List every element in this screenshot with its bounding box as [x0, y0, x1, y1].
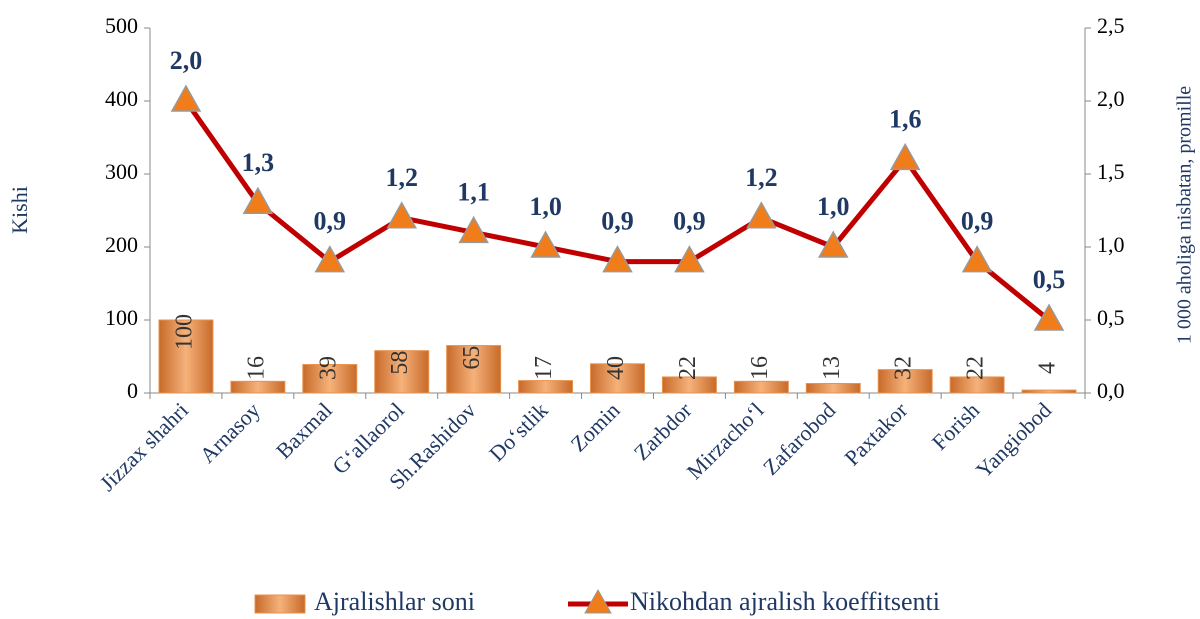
- bar: [590, 363, 645, 394]
- y-tick-label: 300: [105, 159, 138, 184]
- bar: [158, 319, 214, 394]
- bar: [302, 364, 358, 394]
- bar-value-label: 16: [747, 356, 773, 380]
- marker: [314, 245, 346, 273]
- line-value-label: 0,9: [961, 207, 994, 236]
- marker: [458, 215, 489, 244]
- bar: [230, 380, 286, 394]
- x-tick-label: Zarbdor: [629, 397, 697, 465]
- bar: [877, 369, 933, 394]
- line-value-label: 1,1: [457, 177, 490, 206]
- y2-tick-label: 0,5: [1097, 305, 1125, 330]
- bar-value-label: 16: [243, 356, 269, 380]
- line-value-label: 0,9: [314, 207, 347, 236]
- legend-label: Ajralishlar soni: [314, 587, 475, 616]
- bar: [949, 376, 1005, 394]
- y2-tick-label: 1,5: [1097, 159, 1125, 184]
- bar-value-label: 13: [819, 356, 845, 380]
- bar-value-label: 39: [315, 356, 341, 380]
- x-tick-label: Baxmal: [271, 397, 337, 463]
- bar: [733, 380, 789, 394]
- bar-value-label: 22: [675, 356, 701, 380]
- marker: [817, 230, 849, 258]
- y2-tick-label: 2,0: [1097, 86, 1125, 111]
- line-value-label: 1,6: [889, 104, 922, 133]
- marker: [1033, 303, 1065, 331]
- y2-tick-label: 2,5: [1097, 13, 1125, 38]
- x-tick-label: Jizzax shahri: [95, 397, 193, 495]
- x-tick-label: Forish: [927, 397, 984, 454]
- line-value-label: 2,0: [170, 46, 203, 75]
- bar: [518, 380, 574, 394]
- x-tick-label: Zomin: [565, 397, 624, 456]
- bar: [1021, 389, 1077, 394]
- legend-label: Nikohdan ajralish koeffitsenti: [630, 587, 940, 616]
- legend-swatch: [254, 594, 306, 614]
- line-value-label: 0,9: [601, 207, 634, 236]
- y2-tick-label: 0,0: [1097, 378, 1125, 403]
- bar: [374, 350, 430, 394]
- legend-marker: [584, 588, 612, 614]
- x-tick-label: Do‘stlik: [484, 397, 553, 466]
- x-tick-label: Arnasoy: [195, 397, 265, 467]
- x-tick-label: Paxtakor: [839, 397, 912, 470]
- bar-value-label: 100: [171, 314, 197, 350]
- y-tick-label: 100: [105, 305, 138, 330]
- line-value-label: 0,5: [1033, 265, 1066, 294]
- y-axis-label: Kishi: [7, 186, 32, 234]
- marker: [602, 245, 633, 273]
- bar: [805, 383, 861, 394]
- marker: [530, 230, 561, 258]
- bar-value-label: 22: [963, 356, 989, 380]
- y2-axis-label: 1 000 aholiga nisbatan, promille: [1174, 86, 1196, 344]
- line-value-label: 1,2: [745, 163, 778, 192]
- bar-value-label: 58: [387, 351, 413, 375]
- marker: [889, 142, 921, 171]
- line-value-label: 1,0: [529, 192, 562, 221]
- y-tick-label: 200: [105, 232, 138, 257]
- bar-value-label: 4: [1035, 362, 1061, 374]
- line-value-label: 0,9: [673, 207, 706, 236]
- bar-value-label: 17: [531, 356, 557, 380]
- x-tick-label: Zafarobod: [758, 397, 840, 479]
- line-value-label: 1,3: [242, 148, 275, 177]
- y-tick-label: 400: [105, 86, 138, 111]
- x-tick-label: Mirzacho‘l: [682, 397, 769, 484]
- marker: [242, 186, 274, 214]
- marker: [674, 245, 705, 273]
- marker: [386, 201, 418, 229]
- line-value-label: 1,2: [385, 163, 418, 192]
- bar-value-label: 65: [459, 346, 485, 370]
- marker: [746, 201, 777, 229]
- x-tick-label: Yangiobod: [971, 397, 1056, 482]
- y-tick-label: 500: [105, 13, 138, 38]
- bar: [661, 376, 717, 394]
- y2-tick-label: 1,0: [1097, 232, 1125, 257]
- marker: [961, 245, 993, 273]
- bar: [446, 345, 502, 394]
- line-value-label: 1,0: [817, 192, 850, 221]
- marker: [170, 84, 202, 112]
- y-tick-label: 0: [127, 378, 138, 403]
- bar-value-label: 32: [891, 356, 917, 380]
- bar-value-label: 40: [603, 356, 629, 380]
